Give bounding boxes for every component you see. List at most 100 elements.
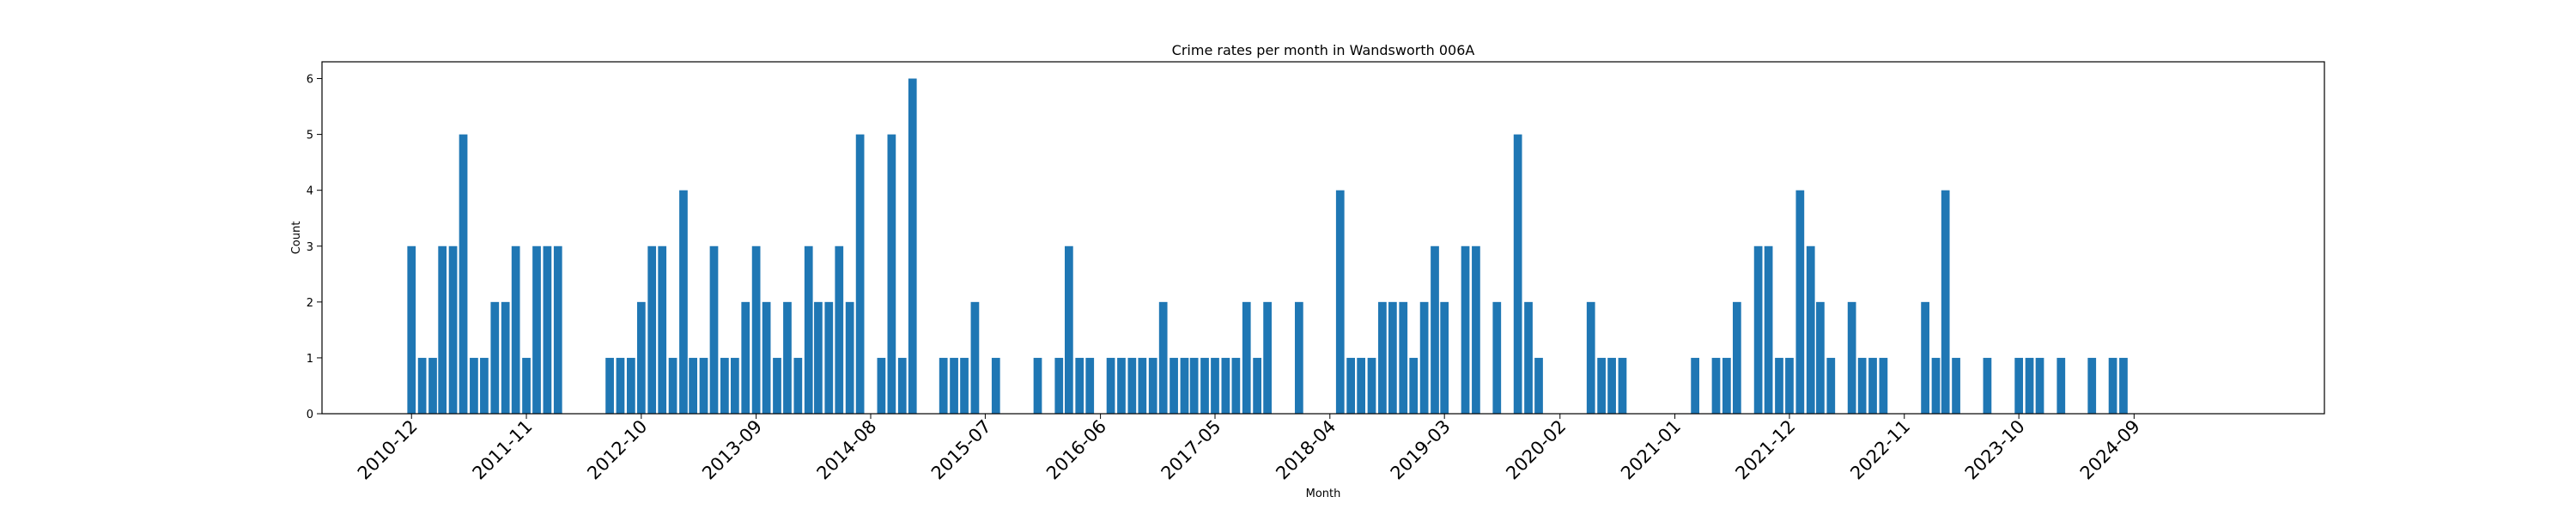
bar-2022-08 bbox=[1868, 357, 1877, 414]
y-tick-label: 5 bbox=[307, 130, 313, 142]
y-axis-ticks: 0 1 2 3 4 5 6 bbox=[307, 74, 322, 421]
bar-2021-06 bbox=[1722, 357, 1731, 414]
bar-2024-05 bbox=[2087, 357, 2097, 414]
bar-2010-12 bbox=[407, 245, 416, 414]
bar-2018-06 bbox=[1346, 357, 1356, 414]
bar-2020-08 bbox=[1618, 357, 1627, 414]
bar-2017-01 bbox=[1170, 357, 1178, 414]
bar-2012-12 bbox=[658, 245, 667, 414]
bar-2019-08 bbox=[1492, 301, 1502, 414]
bar-2012-10 bbox=[636, 301, 646, 414]
bar-2023-02 bbox=[1931, 357, 1941, 414]
bar-2018-11 bbox=[1399, 301, 1408, 414]
bar-2016-05 bbox=[1085, 357, 1095, 414]
bar-2014-03 bbox=[814, 301, 823, 414]
bar-2019-03 bbox=[1440, 301, 1449, 414]
bar-2016-08 bbox=[1117, 357, 1126, 414]
bar-2019-05 bbox=[1461, 245, 1470, 414]
bar-2021-09 bbox=[1753, 245, 1763, 414]
bar-2014-06 bbox=[845, 301, 854, 414]
bar-2013-04 bbox=[699, 357, 708, 414]
bar-2013-06 bbox=[720, 357, 729, 414]
bar-2017-07 bbox=[1231, 357, 1241, 414]
bar-2014-01 bbox=[793, 357, 803, 414]
bar-2021-03 bbox=[1691, 357, 1699, 414]
bar-2014-07 bbox=[855, 134, 865, 414]
bar-2016-10 bbox=[1138, 357, 1147, 414]
bar-2017-04 bbox=[1200, 357, 1209, 414]
bar-2018-09 bbox=[1378, 301, 1387, 414]
bar-2021-12 bbox=[1785, 357, 1794, 414]
bar-2013-03 bbox=[689, 357, 697, 414]
bar-2011-03 bbox=[438, 245, 447, 414]
bar-2016-09 bbox=[1127, 357, 1137, 414]
bar-2019-11 bbox=[1524, 301, 1533, 414]
bar-2018-08 bbox=[1367, 357, 1376, 414]
bar-2013-01 bbox=[668, 357, 677, 414]
bars bbox=[407, 78, 2128, 415]
plot-frame bbox=[321, 61, 2325, 415]
bar-2024-02 bbox=[2057, 357, 2066, 414]
y-axis-label: Count bbox=[290, 221, 303, 255]
bar-2018-01 bbox=[1294, 301, 1303, 414]
bar-2013-12 bbox=[783, 301, 792, 414]
bar-2013-09 bbox=[751, 245, 761, 414]
bar-2022-02 bbox=[1806, 245, 1815, 414]
bar-2011-04 bbox=[448, 245, 458, 414]
bar-2013-07 bbox=[730, 357, 739, 414]
bar-2015-08 bbox=[991, 357, 1000, 414]
bar-2016-11 bbox=[1148, 357, 1157, 414]
bar-2011-06 bbox=[470, 357, 478, 414]
bar-2019-10 bbox=[1513, 134, 1522, 414]
bar-2022-07 bbox=[1857, 357, 1867, 414]
bar-2014-11 bbox=[897, 357, 907, 414]
bar-2013-11 bbox=[773, 357, 781, 414]
bar-2019-02 bbox=[1431, 245, 1439, 414]
bar-2018-12 bbox=[1409, 357, 1419, 414]
bar-2022-09 bbox=[1879, 357, 1888, 414]
bar-2011-10 bbox=[511, 245, 520, 414]
bar-2022-06 bbox=[1847, 301, 1856, 414]
bar-2011-12 bbox=[532, 245, 541, 414]
bar-2023-04 bbox=[1952, 357, 1960, 414]
bar-2019-01 bbox=[1419, 301, 1429, 414]
bar-2017-05 bbox=[1211, 357, 1219, 414]
y-tick-label: 6 bbox=[307, 74, 313, 87]
bar-2023-07 bbox=[1983, 357, 1992, 414]
bar-2016-04 bbox=[1075, 357, 1084, 414]
bar-2019-06 bbox=[1472, 245, 1480, 414]
bar-2021-10 bbox=[1764, 245, 1773, 414]
bar-2015-03 bbox=[939, 357, 948, 414]
bar-2012-01 bbox=[543, 245, 552, 414]
bar-2011-05 bbox=[459, 134, 468, 414]
bar-2014-10 bbox=[887, 134, 896, 414]
bar-2018-07 bbox=[1357, 357, 1365, 414]
bar-2013-02 bbox=[679, 190, 688, 414]
bar-2014-04 bbox=[824, 301, 834, 414]
bar-2023-01 bbox=[1921, 301, 1929, 414]
bar-2015-06 bbox=[970, 301, 980, 414]
bar-2017-08 bbox=[1242, 301, 1251, 414]
bar-2023-12 bbox=[2035, 357, 2044, 414]
chart-title: Crime rates per month in Wandsworth 006A bbox=[1172, 42, 1475, 58]
bar-2020-05 bbox=[1586, 301, 1595, 414]
bar-2016-07 bbox=[1106, 357, 1115, 414]
bar-2016-03 bbox=[1064, 245, 1073, 414]
bar-2011-02 bbox=[428, 357, 437, 414]
y-tick-label: 3 bbox=[307, 241, 313, 254]
bar-2014-09 bbox=[877, 357, 886, 414]
bar-2018-05 bbox=[1335, 190, 1345, 414]
bar-2012-08 bbox=[616, 357, 625, 414]
bar-2021-07 bbox=[1732, 301, 1741, 414]
bar-2014-02 bbox=[804, 245, 813, 414]
bar-2020-07 bbox=[1607, 357, 1616, 414]
bar-2020-06 bbox=[1597, 357, 1606, 414]
bar-2024-07 bbox=[2108, 357, 2117, 414]
bar-2017-02 bbox=[1180, 357, 1189, 414]
bar-2019-12 bbox=[1534, 357, 1543, 414]
bar-2018-10 bbox=[1388, 301, 1397, 414]
bar-2011-09 bbox=[501, 301, 510, 414]
bar-2015-12 bbox=[1033, 357, 1042, 414]
